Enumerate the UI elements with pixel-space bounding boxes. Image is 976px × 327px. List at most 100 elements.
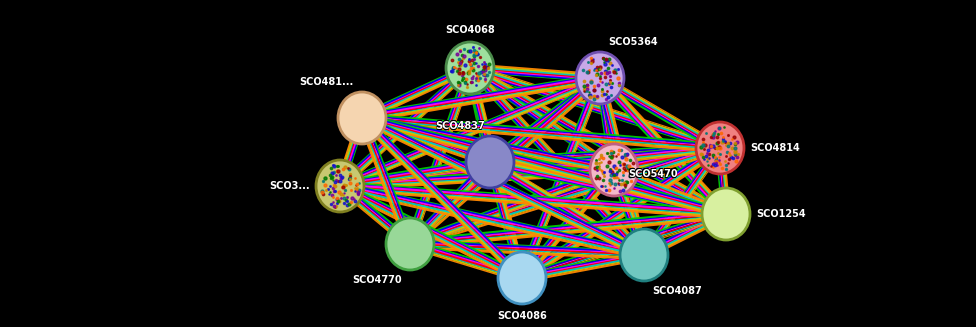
Text: SCO3...: SCO3... — [269, 181, 310, 191]
Text: SCO4814: SCO4814 — [750, 143, 799, 152]
Text: SCO4087: SCO4087 — [652, 285, 702, 296]
Text: SCO3...: SCO3... — [270, 181, 310, 191]
Text: SCO4814: SCO4814 — [750, 143, 799, 153]
Text: SCO5364: SCO5364 — [608, 38, 658, 47]
Ellipse shape — [590, 144, 638, 196]
Text: SCO4086: SCO4086 — [498, 311, 548, 321]
Text: SCO4814: SCO4814 — [751, 144, 800, 153]
Text: SCO481...: SCO481... — [301, 77, 354, 87]
Text: SCO4086: SCO4086 — [497, 311, 547, 320]
Text: SCO5364: SCO5364 — [608, 38, 658, 47]
Text: SCO4087: SCO4087 — [653, 286, 703, 296]
Text: SCO1254: SCO1254 — [755, 209, 805, 219]
Text: SCO4086: SCO4086 — [498, 312, 548, 321]
Text: SCO4770: SCO4770 — [352, 274, 402, 284]
Text: SCO4770: SCO4770 — [353, 275, 402, 285]
Text: SCO5470: SCO5470 — [628, 168, 677, 179]
Text: SCO5470: SCO5470 — [628, 169, 677, 180]
Text: SCO4770: SCO4770 — [352, 276, 401, 285]
Text: SCO3...: SCO3... — [268, 181, 309, 191]
Text: SCO481...: SCO481... — [300, 77, 354, 88]
Text: SCO1254: SCO1254 — [756, 209, 806, 218]
Ellipse shape — [498, 252, 546, 304]
Text: SCO4086: SCO4086 — [497, 311, 547, 321]
Text: SCO481...: SCO481... — [300, 77, 354, 87]
Text: SCO4837: SCO4837 — [435, 121, 485, 131]
Text: SCO4837: SCO4837 — [434, 122, 484, 131]
Text: SCO4087: SCO4087 — [653, 286, 703, 297]
Text: SCO4068: SCO4068 — [445, 25, 495, 35]
Text: SCO3...: SCO3... — [268, 181, 309, 191]
Text: SCO1254: SCO1254 — [756, 210, 805, 219]
Text: SCO4814: SCO4814 — [750, 143, 799, 152]
Text: SCO4814: SCO4814 — [751, 143, 800, 153]
Text: SCO5364: SCO5364 — [608, 37, 658, 47]
Text: SCO5364: SCO5364 — [608, 37, 658, 47]
Ellipse shape — [702, 188, 750, 240]
Text: SCO4837: SCO4837 — [435, 122, 485, 131]
Text: SCO1254: SCO1254 — [756, 210, 806, 219]
Ellipse shape — [696, 122, 744, 174]
Text: SCO4087: SCO4087 — [652, 286, 701, 297]
Text: SCO3...: SCO3... — [269, 181, 310, 191]
Text: SCO4086: SCO4086 — [497, 311, 547, 320]
Text: SCO481...: SCO481... — [300, 77, 353, 87]
Text: SCO4837: SCO4837 — [435, 122, 485, 131]
Text: SCO4837: SCO4837 — [434, 121, 484, 131]
Text: SCO5364: SCO5364 — [607, 38, 657, 47]
Text: SCO4837: SCO4837 — [435, 121, 485, 130]
Text: SCO1254: SCO1254 — [755, 210, 805, 219]
Text: SCO3...: SCO3... — [270, 181, 310, 192]
Text: SCO5364: SCO5364 — [608, 37, 658, 46]
Text: SCO4086: SCO4086 — [497, 312, 547, 321]
Text: SCO5470: SCO5470 — [628, 168, 677, 179]
Text: SCO5470: SCO5470 — [628, 169, 677, 180]
Text: SCO481...: SCO481... — [300, 77, 353, 88]
Ellipse shape — [466, 136, 514, 188]
Text: SCO481...: SCO481... — [300, 77, 353, 87]
Text: SCO5470: SCO5470 — [629, 168, 678, 179]
Text: SCO4086: SCO4086 — [498, 311, 548, 320]
Text: SCO5364: SCO5364 — [607, 37, 657, 46]
Text: SCO4837: SCO4837 — [435, 121, 485, 130]
Text: SCO4837: SCO4837 — [434, 121, 484, 130]
Text: SCO4087: SCO4087 — [652, 286, 702, 297]
Text: SCO4068: SCO4068 — [445, 25, 495, 35]
Text: SCO5470: SCO5470 — [628, 169, 677, 179]
Text: SCO1254: SCO1254 — [756, 209, 805, 219]
Text: SCO3...: SCO3... — [270, 181, 310, 191]
Text: SCO5364: SCO5364 — [607, 37, 657, 47]
Text: SCO4086: SCO4086 — [497, 311, 547, 321]
Text: SCO4087: SCO4087 — [652, 286, 701, 296]
Text: SCO481...: SCO481... — [301, 77, 354, 87]
Text: SCO4087: SCO4087 — [652, 286, 702, 296]
Ellipse shape — [446, 42, 494, 94]
Text: SCO4770: SCO4770 — [352, 276, 402, 285]
Text: SCO5470: SCO5470 — [629, 169, 678, 179]
Text: SCO4814: SCO4814 — [750, 144, 799, 153]
Text: SCO481...: SCO481... — [300, 77, 354, 87]
Text: SCO4770: SCO4770 — [352, 275, 401, 285]
Text: SCO4068: SCO4068 — [446, 25, 496, 35]
Text: SCO1254: SCO1254 — [756, 209, 806, 219]
Text: SCO4086: SCO4086 — [497, 312, 547, 321]
Text: SCO4087: SCO4087 — [653, 285, 703, 296]
Ellipse shape — [620, 229, 668, 281]
Text: SCO3...: SCO3... — [268, 181, 309, 192]
Text: SCO4837: SCO4837 — [435, 121, 485, 131]
Text: SCO481...: SCO481... — [301, 77, 354, 88]
Ellipse shape — [316, 160, 364, 212]
Ellipse shape — [386, 218, 434, 270]
Text: SCO3...: SCO3... — [269, 181, 310, 192]
Text: SCO4814: SCO4814 — [751, 143, 800, 152]
Text: SCO5470: SCO5470 — [629, 169, 678, 180]
Text: SCO4068: SCO4068 — [445, 26, 495, 36]
Text: SCO4068: SCO4068 — [445, 25, 495, 35]
Text: SCO4068: SCO4068 — [446, 25, 496, 35]
Ellipse shape — [338, 92, 386, 144]
Text: SCO4770: SCO4770 — [353, 276, 402, 285]
Text: SCO4814: SCO4814 — [750, 143, 799, 153]
Text: SCO1254: SCO1254 — [756, 209, 805, 218]
Text: SCO4068: SCO4068 — [446, 26, 496, 36]
Text: SCO5364: SCO5364 — [608, 37, 658, 46]
